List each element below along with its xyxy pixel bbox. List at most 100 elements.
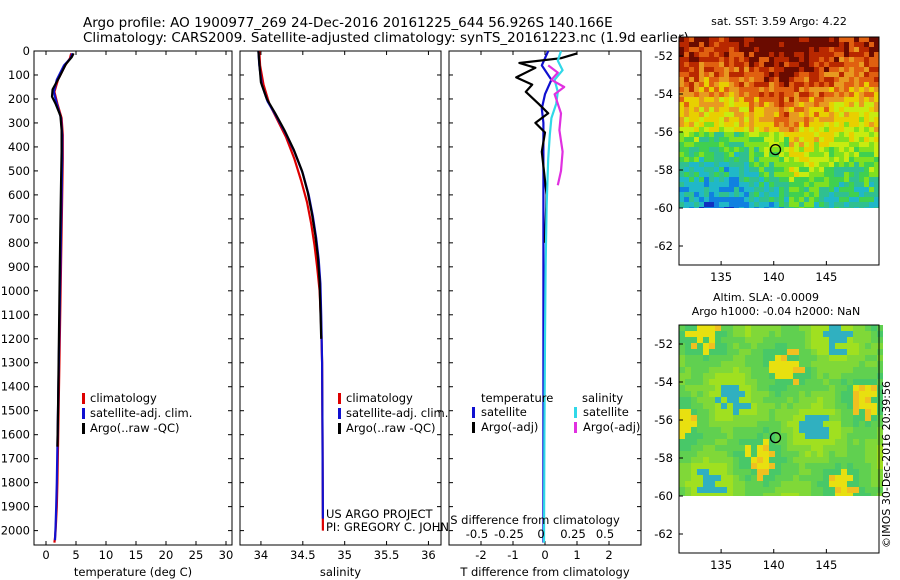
field-cell [841, 457, 847, 463]
field-cell [757, 451, 763, 457]
field-cell [764, 157, 769, 162]
field-cell [823, 325, 829, 331]
field-cell [714, 172, 719, 177]
field-cell [727, 445, 733, 451]
field-cell [749, 47, 754, 52]
field-cell [853, 445, 859, 451]
y-tick-label: 1200 [1, 332, 30, 346]
field-cell [715, 379, 721, 385]
field-cell [814, 127, 819, 132]
field-cell [799, 325, 805, 331]
field-cell [739, 37, 744, 42]
field-cell [733, 337, 739, 343]
field-cell [685, 361, 691, 367]
field-cell [847, 325, 853, 331]
field-cell [729, 47, 734, 52]
field-cell [704, 172, 709, 177]
field-cell [829, 403, 835, 409]
field-cell [739, 207, 744, 208]
field-cell [865, 481, 871, 487]
field-cell [775, 343, 781, 349]
field-cell [799, 481, 805, 487]
field-cell [775, 355, 781, 361]
field-cell [751, 337, 757, 343]
field-cell [854, 162, 859, 167]
top-tick-label: 0.25 [560, 527, 586, 541]
field-cell [724, 102, 729, 107]
field-cell [694, 72, 699, 77]
field-cell [733, 475, 739, 481]
field-cell [859, 162, 864, 167]
field-cell [751, 355, 757, 361]
field-cell [877, 439, 883, 445]
field-cell [757, 415, 763, 421]
field-cell [799, 67, 804, 72]
field-cell [793, 331, 799, 337]
field-cell [819, 172, 824, 177]
field-cell [769, 197, 774, 202]
field-cell [744, 87, 749, 92]
field-cell [839, 42, 844, 47]
field-cell [804, 47, 809, 52]
field-cell [809, 37, 814, 42]
field-cell [781, 415, 787, 421]
field-cell [764, 77, 769, 82]
field-cell [787, 421, 793, 427]
field-cell [769, 403, 775, 409]
field-cell [844, 87, 849, 92]
field-cell [793, 409, 799, 415]
field-cell [689, 167, 694, 172]
field-cell [874, 77, 879, 82]
field-cell [804, 152, 809, 157]
field-cell [727, 367, 733, 373]
field-cell [829, 152, 834, 157]
field-cell [789, 67, 794, 72]
field-cell [864, 207, 869, 208]
field-cell [847, 337, 853, 343]
field-cell [691, 439, 697, 445]
field-cell [835, 457, 841, 463]
field-cell [751, 463, 757, 469]
field-cell [805, 379, 811, 385]
field-cell [714, 77, 719, 82]
field-cell [699, 77, 704, 82]
field-cell [787, 469, 793, 475]
field-cell [769, 427, 775, 433]
field-cell [739, 337, 745, 343]
field-cell [839, 197, 844, 202]
field-cell [799, 37, 804, 42]
legend-label-1: satellite-adj. clim. [346, 406, 448, 420]
field-cell [859, 57, 864, 62]
title-line-1: Argo profile: AO 1900977_269 24-Dec-2016… [83, 15, 613, 31]
field-cell [779, 152, 784, 157]
field-cell [763, 373, 769, 379]
field-cell [727, 391, 733, 397]
field-cell [744, 62, 749, 67]
field-cell [869, 122, 874, 127]
field-cell [749, 192, 754, 197]
field-cell [869, 142, 874, 147]
field-cell [824, 107, 829, 112]
field-cell [739, 421, 745, 427]
field-cell [844, 162, 849, 167]
field-cell [775, 475, 781, 481]
field-cell [877, 349, 883, 355]
field-cell [714, 157, 719, 162]
field-cell [704, 197, 709, 202]
field-cell [874, 37, 879, 42]
field-cell [729, 67, 734, 72]
field-cell [709, 355, 715, 361]
field-cell [799, 331, 805, 337]
field-cell [864, 72, 869, 77]
field-cell [853, 331, 859, 337]
field-cell [733, 421, 739, 427]
field-cell [729, 127, 734, 132]
field-cell [839, 77, 844, 82]
top-tick-label: -0.5 [466, 527, 488, 541]
field-cell [764, 42, 769, 47]
field-cell [733, 361, 739, 367]
field-cell [871, 451, 877, 457]
field-cell [823, 439, 829, 445]
field-cell [819, 57, 824, 62]
field-cell [679, 349, 685, 355]
